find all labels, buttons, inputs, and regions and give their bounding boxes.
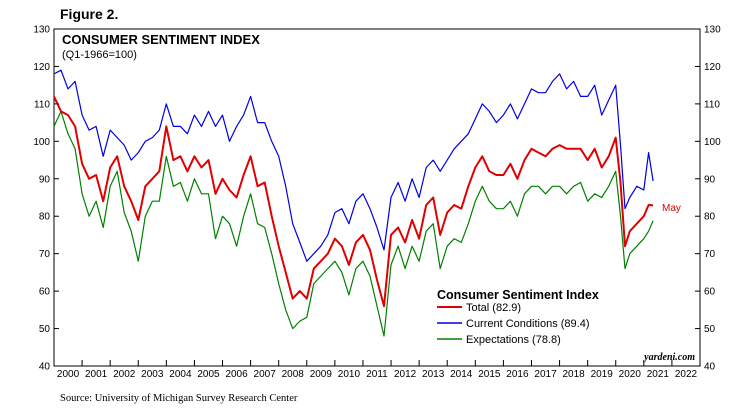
x-tick-label: 2008 — [282, 369, 305, 380]
x-tick-label: 2015 — [478, 369, 501, 380]
y-tick-label-right: 120 — [704, 62, 721, 73]
y-tick-label-left: 100 — [33, 137, 50, 148]
chart-subtitle: (Q1-1966=100) — [62, 49, 137, 61]
x-tick-label: 2004 — [169, 369, 192, 380]
x-tick-label: 2017 — [534, 369, 557, 380]
may-annotation: May — [662, 203, 681, 214]
x-tick-label: 2021 — [647, 369, 670, 380]
watermark: yardeni.com — [643, 352, 695, 363]
current-conditions-line — [53, 69, 654, 262]
legend: Consumer Sentiment Index Total (82.9) Cu… — [437, 288, 599, 346]
y-tick-label-right: 110 — [704, 99, 720, 110]
legend-label-expectations: Expectations (78.8) — [466, 334, 561, 346]
x-tick-label: 2014 — [450, 369, 473, 380]
y-tick-label-right: 90 — [704, 174, 716, 185]
y-axis-right: 40 50 60 70 80 90 100 110 120 130 — [695, 25, 721, 373]
x-tick-label: 2018 — [562, 369, 585, 380]
y-tick-label-left: 60 — [39, 287, 51, 298]
y-tick-label-left: 70 — [39, 249, 51, 260]
x-tick-label: 2013 — [422, 369, 445, 380]
total-line — [53, 95, 654, 308]
x-tick-label: 2022 — [675, 369, 698, 380]
y-tick-label-left: 110 — [34, 99, 50, 110]
y-tick-label-right: 40 — [704, 362, 716, 373]
y-tick-label-right: 60 — [704, 287, 716, 298]
x-tick-label: 2019 — [591, 369, 614, 380]
y-tick-label-left: 80 — [39, 212, 51, 223]
y-tick-label-left: 120 — [33, 62, 50, 73]
x-tick-label: 2007 — [254, 369, 277, 380]
x-tick-label: 2005 — [197, 369, 220, 380]
figure-label: Figure 2. — [60, 6, 119, 22]
x-tick-label: 2011 — [366, 369, 388, 380]
x-tick-label: 2016 — [506, 369, 529, 380]
legend-label-current: Current Conditions (89.4) — [466, 318, 590, 330]
y-tick-label-left: 40 — [39, 362, 51, 373]
y-tick-label-right: 80 — [704, 212, 716, 223]
y-tick-label-right: 50 — [704, 324, 716, 335]
x-tick-label: 2006 — [225, 369, 248, 380]
y-axis-left: 40 50 60 70 80 90 100 110 120 130 — [33, 25, 59, 373]
source-note: Source: University of Michigan Survey Re… — [60, 393, 298, 404]
x-tick-label: 2012 — [394, 369, 417, 380]
y-tick-label-right: 100 — [704, 137, 721, 148]
y-tick-label-right: 70 — [704, 249, 716, 260]
x-tick-label: 2001 — [85, 369, 108, 380]
expectations-line — [53, 110, 654, 337]
chart-title: CONSUMER SENTIMENT INDEX — [62, 32, 260, 47]
x-tick-label: 2003 — [141, 369, 164, 380]
x-tick-label: 2002 — [113, 369, 136, 380]
x-tick-label: 2000 — [57, 369, 80, 380]
y-tick-label-left: 90 — [39, 174, 51, 185]
series-lines — [53, 69, 654, 337]
y-tick-label-right: 130 — [704, 25, 721, 36]
x-axis: 2000 2001 2002 2003 2004 2005 2006 2007 2008 2009… — [53, 360, 698, 380]
y-tick-label-left: 50 — [39, 324, 51, 335]
legend-title: Consumer Sentiment Index — [437, 288, 599, 302]
x-tick-label: 2020 — [619, 369, 642, 380]
x-tick-label: 2009 — [310, 369, 333, 380]
x-tick-label: 2010 — [338, 369, 361, 380]
plot-frame — [53, 28, 701, 367]
legend-label-total: Total (82.9) — [466, 302, 521, 314]
y-tick-label-left: 130 — [33, 25, 50, 36]
